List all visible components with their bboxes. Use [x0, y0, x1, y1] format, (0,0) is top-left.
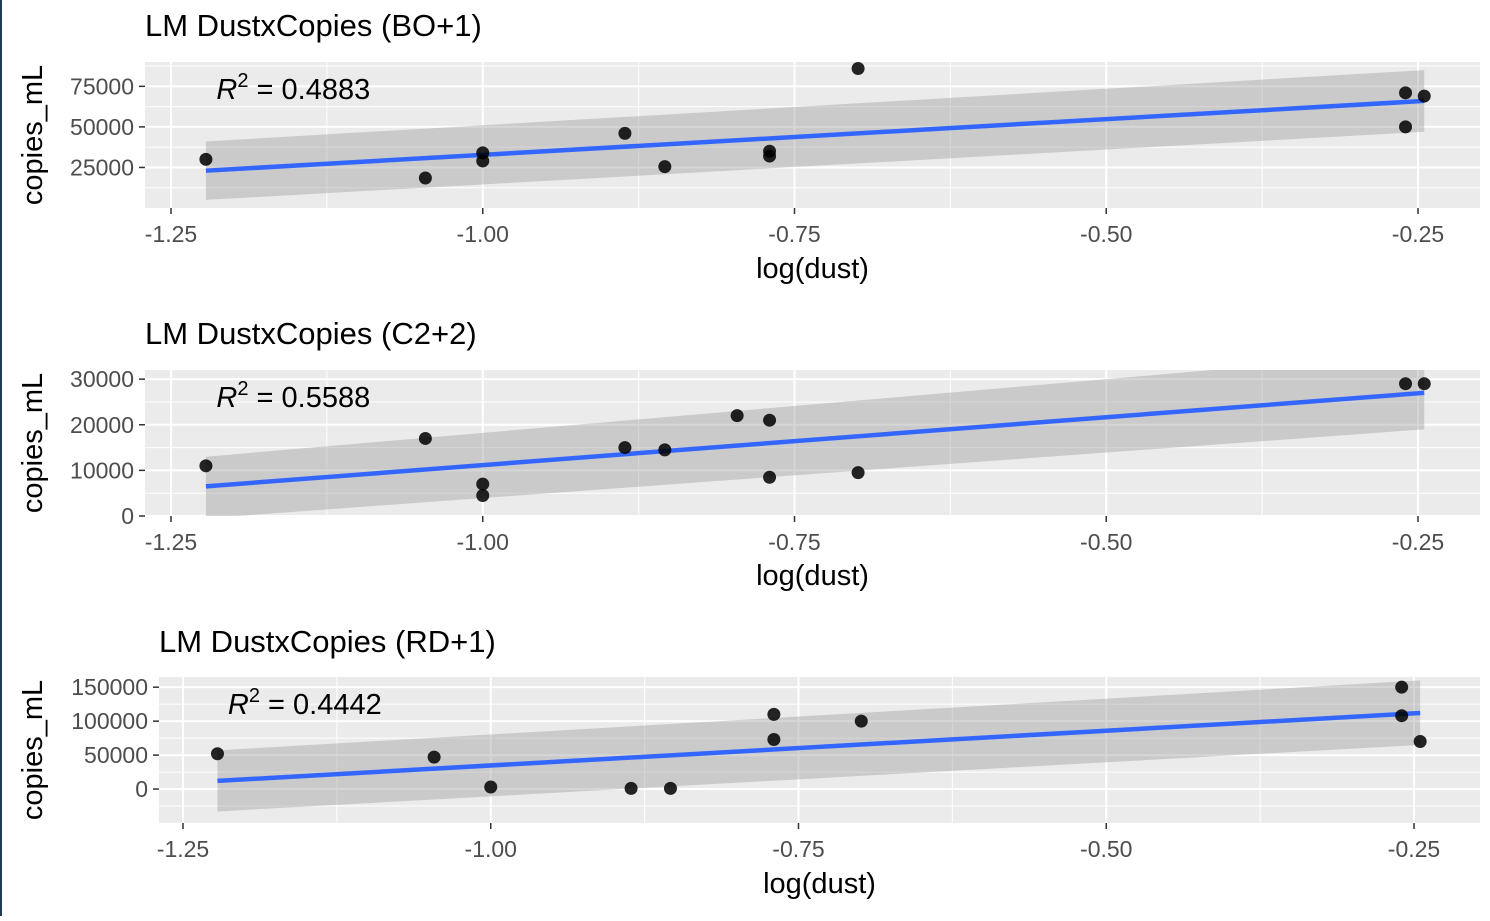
data-point: [484, 780, 498, 794]
data-point: [851, 61, 865, 75]
y-tick-label: 25000: [70, 154, 134, 180]
data-point: [427, 750, 441, 764]
regression-line: [205, 390, 1425, 489]
x-tick-label: -0.50: [1080, 221, 1132, 247]
data-point: [1417, 89, 1431, 103]
r-squared-annotation: R2 = 0.4883: [216, 70, 370, 106]
plot-panel: [145, 370, 1480, 516]
chart-title: LM DustxCopies (RD+1): [159, 624, 496, 659]
y-tick-label: 50000: [84, 742, 148, 768]
annotation-superscript: 2: [249, 685, 260, 707]
x-tick-label: -0.75: [772, 836, 824, 862]
y-axis-label: copies_mL: [17, 373, 49, 513]
data-point: [1399, 120, 1413, 134]
y-axis-label: copies_mL: [17, 65, 49, 205]
data-point: [767, 707, 781, 721]
data-point: [1399, 377, 1413, 391]
y-tick-label: 150000: [71, 674, 148, 700]
data-point: [1417, 377, 1431, 391]
y-tick-label: 30000: [70, 366, 134, 392]
r-squared-annotation: R2 = 0.4442: [228, 685, 382, 721]
data-point: [730, 409, 744, 423]
y-tick-label: 20000: [70, 412, 134, 438]
x-tick-label: -1.25: [145, 529, 197, 555]
data-point: [851, 466, 865, 480]
x-tick-label: -0.25: [1392, 529, 1444, 555]
data-point: [624, 781, 638, 795]
data-point: [1395, 709, 1409, 723]
data-point: [1395, 680, 1409, 694]
data-point: [418, 171, 432, 185]
x-tick-label: -0.75: [768, 529, 820, 555]
annotation-superscript: 2: [237, 378, 248, 400]
x-tick-label: -1.00: [457, 529, 509, 555]
data-point: [658, 443, 672, 457]
regression-line: [217, 710, 1421, 784]
data-point: [618, 441, 632, 455]
x-tick-label: -0.50: [1080, 529, 1132, 555]
data-point: [199, 152, 213, 166]
data-point: [210, 747, 224, 761]
x-tick-label: -1.25: [145, 221, 197, 247]
data-point: [1413, 735, 1427, 749]
x-tick-label: -0.25: [1392, 221, 1444, 247]
data-point: [476, 477, 490, 491]
x-axis-label: log(dust): [756, 560, 869, 592]
y-tick-label: 0: [121, 503, 134, 529]
data-point: [476, 154, 490, 168]
annotation-r: R: [228, 689, 249, 721]
regression-line: [205, 98, 1425, 173]
x-tick-label: -1.00: [465, 836, 517, 862]
annotation-value: = 0.4442: [260, 689, 382, 721]
chart-title: LM DustxCopies (BO+1): [145, 8, 482, 43]
x-tick-label: -1.25: [157, 836, 209, 862]
chart-panel-3: LM DustxCopies (RD+1) R2 = 0.4442 -1.25 -1.…: [17, 624, 1480, 900]
annotation-superscript: 2: [237, 70, 248, 92]
chart-panel-1: LM DustxCopies (BO+1) R2 = 0.4883 -1.25 -1.…: [17, 8, 1480, 285]
x-tick-label: -1.00: [457, 221, 509, 247]
x-tick-label: -0.75: [768, 221, 820, 247]
data-point: [763, 149, 777, 163]
confidence-band: [205, 370, 1425, 516]
data-point: [476, 488, 490, 502]
y-tick-label: 0: [135, 776, 148, 802]
x-axis-label: log(dust): [756, 253, 869, 285]
y-tick-label: 50000: [70, 114, 134, 140]
data-point: [763, 470, 777, 484]
annotation-r: R: [216, 74, 237, 106]
x-tick-label: -0.25: [1388, 836, 1440, 862]
annotation-r: R: [216, 382, 237, 414]
y-tick-label: 100000: [71, 708, 148, 734]
data-point: [854, 714, 868, 728]
data-point: [767, 732, 781, 746]
chart-panel-2: LM DustxCopies (C2+2) R2 = 0.5588 -1.25 -1.…: [17, 316, 1480, 592]
chart-title: LM DustxCopies (C2+2): [145, 316, 477, 351]
y-tick-label: 10000: [70, 457, 134, 483]
data-point: [658, 160, 672, 174]
y-axis-label: copies_mL: [17, 680, 49, 820]
data-point: [418, 431, 432, 445]
y-tick-label: 75000: [70, 73, 134, 99]
data-point: [763, 413, 777, 427]
data-point: [1399, 86, 1413, 100]
x-tick-label: -0.50: [1080, 836, 1132, 862]
annotation-value: = 0.4883: [248, 74, 370, 106]
x-axis-label: log(dust): [763, 868, 876, 900]
data-point: [663, 781, 677, 795]
data-point: [199, 459, 213, 473]
r-squared-annotation: R2 = 0.5588: [216, 378, 370, 414]
data-point: [618, 126, 632, 140]
annotation-value: = 0.5588: [248, 382, 370, 414]
